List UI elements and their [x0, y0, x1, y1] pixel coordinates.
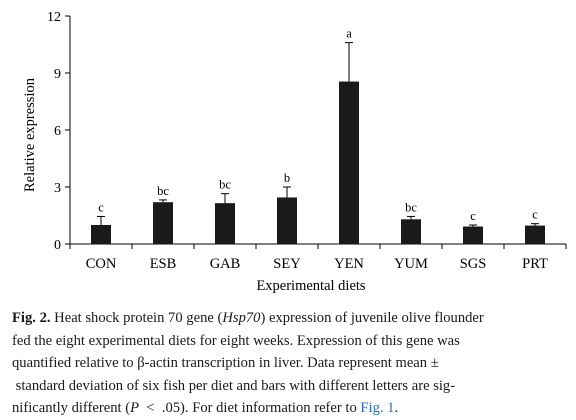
y-tick-label: 3: [54, 181, 61, 196]
caption-text: nificantly different (: [12, 400, 131, 417]
significance-letter: c: [98, 200, 104, 214]
x-tick-label: ESB: [150, 256, 177, 272]
y-axis-title: Relative expression: [22, 77, 38, 192]
significance-letter: bc: [219, 178, 231, 192]
bar: [215, 203, 235, 244]
y-tick-label: 9: [54, 67, 61, 82]
caption-line-4: standard deviation of six fish per diet …: [12, 377, 456, 394]
figure-1-link[interactable]: Fig. 1: [360, 400, 395, 417]
y-axis: 0 3 6 9 12: [47, 10, 71, 253]
x-tick-label: PRT: [522, 256, 548, 272]
caption-text: .: [394, 400, 399, 417]
bar: [401, 219, 421, 244]
caption-text: < .05). For diet information refer to: [138, 400, 361, 417]
bar: [153, 202, 173, 244]
bar: [463, 226, 483, 244]
bar-chart: 0 3 6 9 12 CON ESB GAB SEY YEN YUM SGS PRT c bc bc b a b…: [22, 10, 567, 294]
chart-figure: 0 3 6 9 12 CON ESB GAB SEY YEN YUM SGS PRT c bc bc b a b…: [22, 10, 567, 294]
bar: [91, 225, 111, 244]
x-axis-title: Experimental diets: [256, 278, 365, 294]
x-axis: CON ESB GAB SEY YEN YUM SGS PRT: [69, 243, 567, 272]
bar: [525, 225, 545, 244]
bars: c bc bc b a bc c c: [91, 27, 545, 244]
significance-letter: c: [470, 209, 476, 223]
bar: [339, 81, 359, 244]
y-tick-label: 6: [54, 124, 61, 139]
significance-letter: bc: [405, 200, 417, 214]
x-tick-label: SGS: [460, 256, 487, 272]
significance-letter: a: [346, 27, 352, 41]
caption-text: ) expression of juvenile olive flounder: [260, 310, 484, 326]
y-tick-label: 0: [54, 238, 61, 253]
caption-line-1: Fig. 2. Heat shock protein 70 gene (Hsp7…: [12, 307, 568, 330]
significance-letter: b: [284, 171, 290, 185]
significance-letter: c: [532, 208, 538, 222]
x-tick-label: YEN: [334, 256, 364, 272]
caption-line-5: nificantly different (P < .05). For diet…: [12, 397, 568, 420]
caption-gene-name: Hsp70: [222, 310, 261, 326]
x-tick-label: SEY: [273, 256, 301, 272]
caption-text: Heat shock protein 70 gene (: [54, 310, 223, 326]
bar: [277, 197, 297, 244]
figure-caption: Fig. 2. Heat shock protein 70 gene (Hsp7…: [12, 307, 568, 420]
caption-line-2: fed the eight experimental diets for eig…: [12, 332, 460, 349]
caption-figure-label: Fig. 2.: [12, 310, 51, 326]
y-tick-label: 12: [47, 10, 61, 25]
significance-letter: bc: [157, 184, 169, 198]
x-tick-label: GAB: [210, 256, 241, 272]
caption-p-symbol: P: [130, 400, 139, 417]
x-tick-label: YUM: [394, 256, 428, 272]
x-tick-label: CON: [86, 256, 117, 272]
caption-line-3: quantified relative to β-actin transcrip…: [12, 355, 439, 372]
